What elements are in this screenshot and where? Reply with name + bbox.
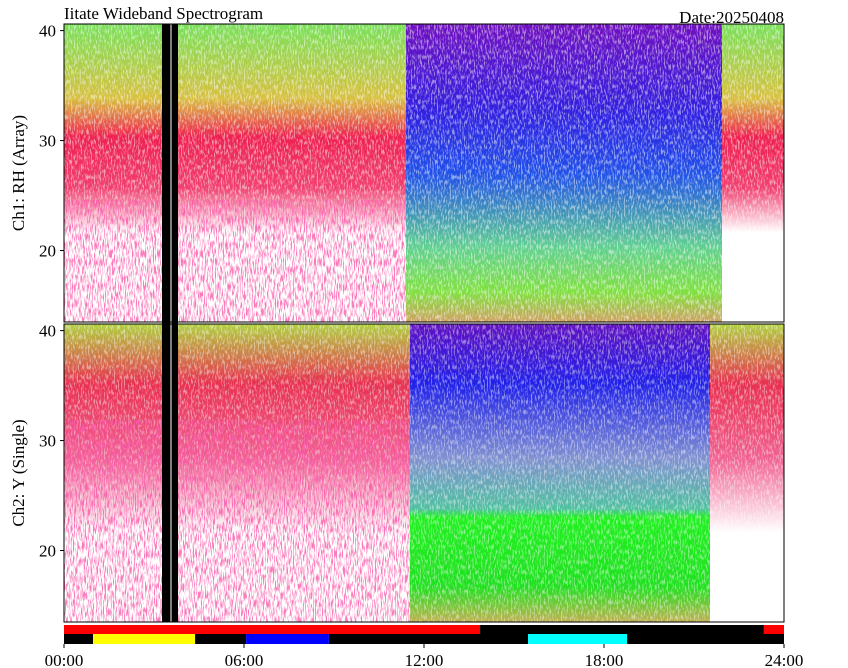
y-tick-label: 40: [39, 22, 56, 41]
status-segment: [480, 625, 764, 634]
x-tick-label: 00:00: [45, 651, 84, 668]
status-segment: [763, 625, 784, 634]
status-segment: [195, 634, 247, 644]
x-tick-label: 18:00: [585, 651, 624, 668]
x-tick-label: 12:00: [405, 651, 444, 668]
status-segment: [64, 625, 481, 634]
y-tick-label: 20: [39, 542, 56, 561]
y-axis-label: Ch2: Y (Single): [9, 419, 28, 526]
status-segment: [627, 634, 784, 644]
y-tick-label: 30: [39, 432, 56, 451]
status-segment: [328, 634, 529, 644]
y-tick-label: 20: [39, 242, 56, 261]
chart-title: Iitate Wideband Spectrogram: [64, 4, 263, 23]
y-tick-label: 40: [39, 322, 56, 341]
date-label: Date:20250408: [679, 8, 784, 27]
status-segment: [93, 634, 196, 644]
x-tick-label: 24:00: [765, 651, 804, 668]
y-axis-label: Ch1: RH (Array): [9, 115, 28, 231]
status-segment: [246, 634, 329, 644]
status-segment: [528, 634, 628, 644]
x-tick-label: 06:00: [225, 651, 264, 668]
status-segment: [64, 634, 94, 644]
y-tick-label: 30: [39, 132, 56, 151]
spectrogram-image: [63, 23, 785, 623]
